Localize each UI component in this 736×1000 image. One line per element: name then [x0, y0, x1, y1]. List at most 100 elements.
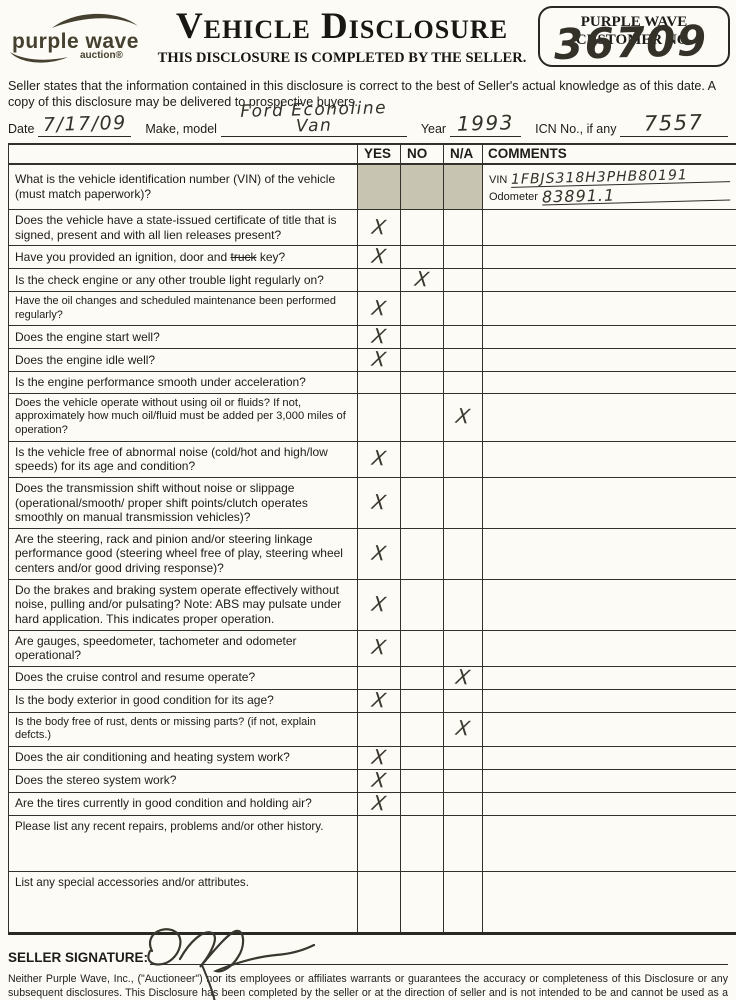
na-checkbox-cell — [443, 268, 483, 293]
na-checkbox-cell — [443, 629, 483, 667]
na-column-header: N/A — [443, 142, 483, 165]
handwritten-x-mark: X — [368, 744, 390, 770]
disclosure-table: YES NO N/A COMMENTS What is the vehicle … — [8, 142, 736, 935]
comments-cell: VIN 1FBJS318H3PHB80191 Odometer 83891.1 — [482, 163, 736, 211]
vehicle-info-line: Date 7/17/09 Make, model Ford Econoline … — [0, 98, 736, 141]
yes-checkbox-cell: X — [357, 209, 401, 247]
no-checkbox-cell — [400, 768, 444, 793]
no-checkbox-cell — [400, 527, 444, 580]
table-row: Have you provided an ignition, door and … — [8, 244, 736, 270]
comments-cell — [482, 348, 736, 373]
handwritten-x-mark: X — [368, 634, 390, 660]
table-header-row: YES NO N/A COMMENTS — [8, 142, 736, 165]
question-cell: Does the vehicle have a state-issued cer… — [8, 209, 358, 247]
make-model-value: Ford Econoline Van — [220, 98, 407, 137]
na-checkbox-cell — [443, 348, 483, 373]
logo-tagline: auction® — [80, 50, 123, 61]
handwritten-x-mark: X — [368, 323, 390, 349]
table-row: Is the engine performance smooth under a… — [8, 371, 736, 394]
question-cell: Does the engine start well? — [8, 325, 358, 350]
handwritten-x-mark: X — [368, 591, 390, 617]
seller-signature-row: SELLER SIGNATURE: — [8, 927, 728, 1000]
no-checkbox-cell — [400, 291, 444, 327]
table-row: Is the body free of rust, dents or missi… — [8, 711, 736, 747]
comments-column-header: COMMENTS — [482, 142, 736, 165]
question-cell: Is the vehicle free of abnormal noise (c… — [8, 440, 358, 478]
yes-checkbox-cell: X — [357, 578, 401, 631]
make-model-label: Make, model — [145, 121, 217, 136]
handwritten-x-mark: X — [368, 767, 390, 793]
comments-cell — [482, 629, 736, 667]
question-cell: List any special accessories and/or attr… — [8, 870, 358, 935]
question-cell: Have the oil changes and scheduled maint… — [8, 291, 358, 327]
comments-cell — [482, 440, 736, 478]
na-checkbox-cell — [443, 768, 483, 793]
table-row: Does the transmission shift without nois… — [8, 476, 736, 529]
intro-statement: Seller states that the information conta… — [8, 79, 716, 110]
no-checkbox-cell — [400, 870, 444, 935]
question-cell: Are the tires currently in good conditio… — [8, 791, 358, 816]
table-body: What is the vehicle identification numbe… — [8, 163, 736, 935]
table-row: Please list any recent repairs, problems… — [8, 814, 736, 872]
seller-signature-label: SELLER SIGNATURE: — [8, 949, 149, 965]
no-checkbox-cell — [400, 665, 444, 690]
comments-cell — [482, 268, 736, 293]
na-checkbox-cell — [443, 291, 483, 327]
question-cell: Are gauges, speedometer, tachometer and … — [8, 629, 358, 667]
yes-checkbox-cell: X — [357, 476, 401, 529]
title-block: Vehicle Disclosure THIS DISCLOSURE IS CO… — [146, 6, 538, 67]
customer-no-box: PURPLE WAVE CUSTOMER NO. 36709 — [538, 6, 730, 69]
na-checkbox-cell — [443, 870, 483, 935]
na-checkbox-cell — [443, 745, 483, 770]
no-checkbox-cell — [400, 578, 444, 631]
no-checkbox-cell — [400, 711, 444, 747]
handwritten-x-mark: X — [368, 489, 390, 515]
question-cell: Is the body exterior in good condition f… — [8, 688, 358, 713]
comments-cell — [482, 791, 736, 816]
icn-label: ICN No., if any — [535, 121, 617, 136]
na-checkbox-cell — [443, 688, 483, 713]
table-row: Do the brakes and braking system operate… — [8, 578, 736, 631]
yes-checkbox-cell: X — [357, 291, 401, 327]
question-cell: Have you provided an ignition, door and … — [8, 245, 358, 270]
table-row: Does the cruise control and resume opera… — [8, 664, 736, 690]
no-checkbox-cell — [400, 814, 444, 872]
na-checkbox-cell — [443, 791, 483, 816]
yes-column-header: YES — [357, 142, 401, 165]
handwritten-x-mark: X — [368, 445, 390, 471]
no-checkbox-cell — [400, 476, 444, 529]
odometer-value: 83891.1 — [542, 184, 731, 206]
yes-checkbox-cell — [357, 392, 401, 442]
comments-cell — [482, 711, 736, 747]
question-cell: Do the brakes and braking system operate… — [8, 578, 358, 631]
icn-value: 7557 — [620, 110, 728, 137]
customer-no-label-line1: PURPLE WAVE — [580, 14, 688, 30]
table-row: Does the vehicle have a state-issued cer… — [8, 209, 736, 247]
comments-cell — [482, 527, 736, 580]
page-subtitle: THIS DISCLOSURE IS COMPLETED BY THE SELL… — [157, 49, 527, 66]
table-row: Are the steering, rack and pinion and/or… — [8, 527, 736, 580]
table-row: Is the vehicle free of abnormal noise (c… — [8, 440, 736, 478]
table-row: Does the stereo system work? X — [8, 767, 736, 793]
yes-checkbox-cell: X — [357, 767, 401, 793]
question-cell: Please list any recent repairs, problems… — [8, 814, 358, 872]
yes-checkbox-cell: X — [357, 687, 401, 713]
no-checkbox-cell — [400, 688, 444, 713]
comments-cell — [482, 476, 736, 529]
yes-checkbox-cell — [357, 870, 401, 935]
na-checkbox-cell — [443, 325, 483, 350]
odometer-value-label: Odometer — [489, 190, 538, 203]
table-row: Does the engine start well? X — [8, 323, 736, 350]
struck-word: truck — [230, 250, 257, 265]
question-cell: Is the body free of rust, dents or missi… — [8, 711, 358, 747]
na-checkbox-cell — [443, 209, 483, 247]
yes-checkbox-cell: X — [357, 440, 401, 478]
vin-value-label: VIN — [489, 173, 508, 186]
handwritten-x-mark: X — [368, 214, 390, 240]
na-checkbox-cell — [443, 578, 483, 631]
comments-cell — [482, 688, 736, 713]
yes-checkbox-cell — [357, 163, 401, 211]
question-cell: Does the vehicle operate without using o… — [8, 392, 358, 442]
yes-checkbox-cell: X — [357, 744, 401, 770]
